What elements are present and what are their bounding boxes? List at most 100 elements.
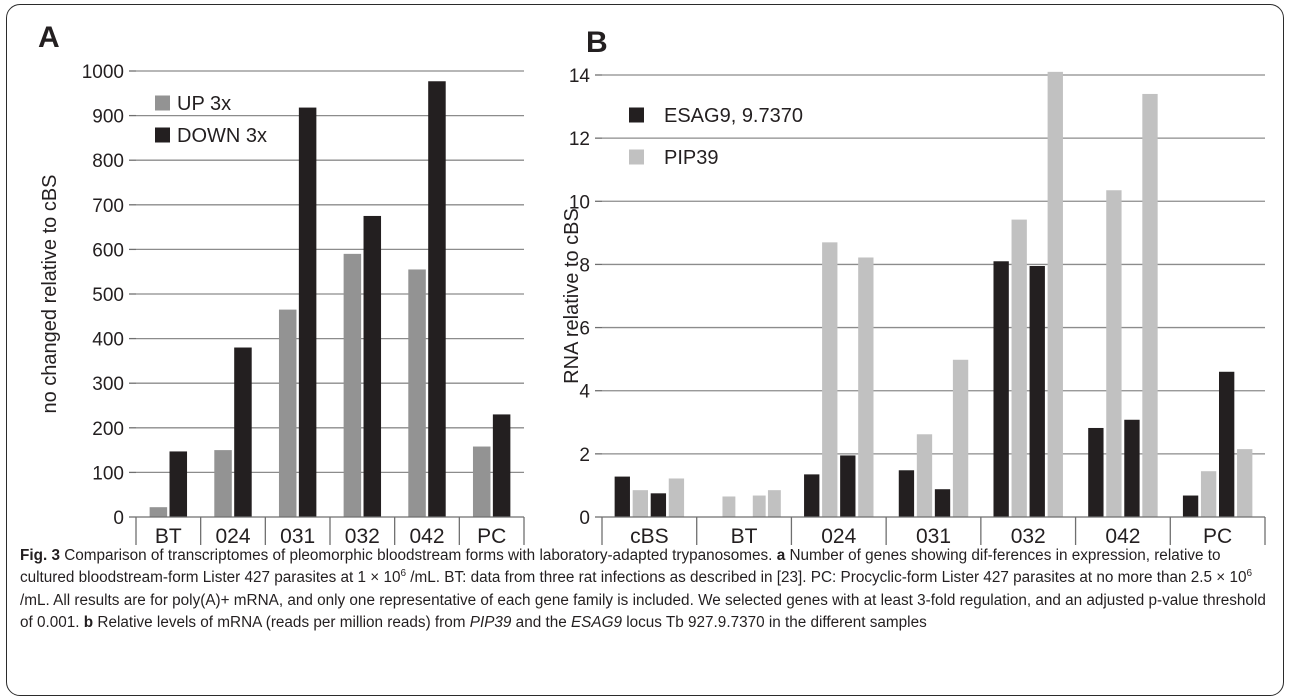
panel-b-bar: [1200, 471, 1217, 517]
panel-b-bar: [614, 476, 630, 517]
caption-superscript: 6: [1246, 568, 1253, 580]
caption-text: and the: [511, 614, 571, 632]
panel-b-y-tick-label: 2: [579, 445, 590, 466]
panel-a-y-tick-label: 400: [92, 330, 124, 351]
panel-b-y-tick-label: 0: [579, 508, 590, 529]
panel-b-bar: [1124, 419, 1140, 517]
panel-b-bar: [752, 495, 766, 517]
panel-b-y-tick-label: 6: [579, 319, 590, 340]
panel-b-bar: [1029, 266, 1045, 517]
panel-a-bar: [214, 450, 232, 517]
panel-a-bar: [298, 107, 317, 518]
panel-a-bar: [428, 81, 446, 518]
panel-b-legend-label: PIP39: [664, 147, 718, 169]
panel-b-bar: [993, 261, 1009, 517]
panel-a-y-tick-label: 800: [92, 151, 124, 172]
panel-a-bar: [408, 269, 426, 517]
panel-a-bar: [363, 215, 382, 517]
panel-b-legend-swatch: [629, 107, 644, 123]
caption-text: locus Tb 927.9.7370 in the different sam…: [622, 614, 927, 632]
panel-b-x-tick-label: 032: [1011, 525, 1046, 545]
panel-b-bar: [1011, 219, 1027, 517]
panel-b-bar: [934, 489, 951, 517]
panel-a-x-tick-label: BT: [155, 525, 182, 545]
panel-a-letter: A: [38, 21, 60, 54]
panel-a-bar: [169, 451, 188, 517]
panel-a-bar: [343, 253, 362, 518]
caption-figure-label: Fig. 3: [20, 547, 60, 564]
panel-b-x-tick-label: 042: [1105, 525, 1140, 545]
panel-b-bar: [804, 474, 820, 517]
panel-b-bar: [1088, 427, 1104, 517]
panel-a-bar: [149, 507, 168, 517]
panel-b-bar: [767, 490, 781, 517]
caption-text: Relative levels of mRNA (reads per milli…: [93, 614, 470, 632]
caption-gene-name: ESAG9: [570, 614, 622, 632]
panel-b-bar: [916, 434, 933, 517]
panel-b-bar: [822, 242, 838, 518]
panel-b-y-axis-title: RNA relative to cBS: [561, 208, 583, 384]
panel-a-y-tick-label: 100: [92, 463, 124, 484]
caption-text: Number of genes showing dif-ferences in …: [20, 547, 1221, 587]
panel-b-x-tick-label: 031: [916, 525, 951, 545]
panel-b-bar: [1218, 371, 1235, 517]
caption-panel-a-label: a: [776, 547, 786, 564]
caption-panel-b-label: b: [83, 614, 94, 632]
panel-b-bar: [1182, 495, 1199, 517]
panel-b-y-tick-label: 14: [569, 66, 591, 87]
caption-gene-name: PIP39: [469, 614, 512, 632]
panel-b-bar: [952, 359, 969, 517]
panel-a-x-tick-label: 032: [345, 525, 380, 545]
panel-b-legend-swatch: [629, 149, 644, 165]
panel-a-legend-swatch: [155, 95, 170, 111]
panel-a-legend-label: DOWN 3x: [177, 125, 267, 147]
panel-b-x-tick-label: cBS: [630, 525, 669, 545]
panel-a-x-tick-label: 031: [280, 525, 315, 545]
panel-b-bar: [1047, 71, 1063, 517]
panel-a-x-tick-label: PC: [477, 525, 506, 545]
figure-caption: Fig. 3 Comparison of transcriptomes of p…: [20, 545, 1270, 635]
panel-b-legend-label: ESAG9, 9.7370: [664, 105, 803, 127]
panel-a-y-tick-label: 300: [92, 374, 124, 395]
figure-frame: [6, 4, 1284, 696]
panel-b-bar: [858, 257, 874, 517]
panel-a-legend-swatch: [155, 127, 170, 143]
panel-b-x-tick-label: BT: [731, 525, 758, 545]
panel-a-chart: 0 100 200 300 400 500 600 700 800 900 1000 no chang…: [39, 62, 525, 545]
panel-b-y-tick-label: 4: [579, 382, 590, 403]
panel-a-y-tick-label: 1000: [82, 62, 124, 83]
panel-b-y-tick-label: 10: [569, 192, 590, 213]
panel-a-bar: [278, 309, 297, 517]
caption-text: Comparison of transcriptomes of pleomorp…: [59, 547, 777, 564]
panel-a-x-tick-label: 042: [409, 525, 444, 545]
panel-a-y-tick-label: 600: [92, 240, 124, 261]
panel-a-y-tick-label: 700: [92, 196, 124, 217]
panel-a-y-axis-title: no changed relative to cBS: [39, 174, 61, 413]
panel-b-x-tick-label: 024: [821, 525, 856, 545]
panel-b-y-tick-label: 12: [569, 129, 590, 150]
panel-b-bar: [840, 455, 856, 517]
panel-b-x-tick-label: PC: [1203, 525, 1232, 545]
caption-text: /mL. All results are for poly(A)+ mRNA, …: [20, 591, 1266, 632]
panel-a-y-tick-label: 200: [92, 419, 124, 440]
panel-a-bar: [472, 446, 491, 517]
panel-b-bar: [722, 496, 736, 517]
panel-b-bar: [632, 490, 649, 517]
panel-b-bar: [898, 470, 915, 517]
panel-a-y-tick-label: 900: [92, 107, 124, 128]
panel-a-x-tick-label: 024: [215, 525, 250, 545]
panel-b-bar: [1142, 93, 1158, 517]
panel-b-bar: [1237, 449, 1253, 517]
panel-a-y-tick-label: 0: [113, 508, 124, 529]
panel-a-legend-label: UP 3x: [177, 93, 231, 115]
caption-text: /mL. BT: data from three rat infections …: [406, 569, 1247, 587]
panel-a-y-tick-label: 500: [92, 285, 124, 306]
panel-a-bar: [234, 347, 252, 517]
caption-superscript: 6: [400, 568, 407, 580]
panel-a-bar: [492, 414, 511, 517]
panel-b-letter: B: [586, 26, 608, 59]
panel-b-bar: [1106, 190, 1122, 517]
panel-b-bar: [668, 478, 685, 517]
